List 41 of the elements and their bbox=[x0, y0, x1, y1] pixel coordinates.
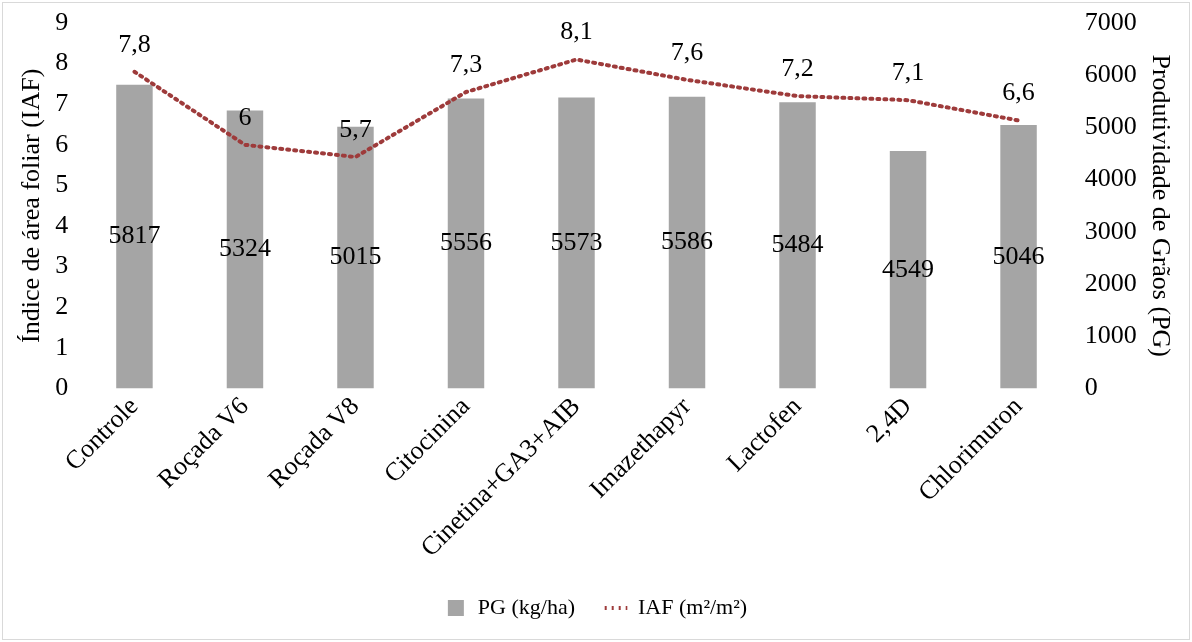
data-label: 5324 bbox=[218, 233, 271, 263]
y-tick-label: 6 bbox=[55, 128, 69, 158]
data-label: 5,7 bbox=[339, 113, 372, 143]
data-label: 5484 bbox=[771, 229, 824, 259]
y2-tick-label: 6000 bbox=[1084, 59, 1137, 89]
data-label: 5817 bbox=[108, 220, 161, 250]
y-tick-label: 5 bbox=[55, 169, 69, 199]
data-label: 5046 bbox=[992, 240, 1045, 270]
y2-tick-label: 4000 bbox=[1084, 163, 1137, 193]
data-label: 7,6 bbox=[670, 36, 704, 66]
data-label: 8,1 bbox=[560, 16, 593, 46]
y2-tick-label: 2000 bbox=[1084, 267, 1137, 297]
data-label: 5556 bbox=[439, 227, 492, 257]
data-label: 5586 bbox=[661, 226, 714, 256]
legend-label: PG (kg/ha) bbox=[477, 593, 576, 619]
data-label: 4549 bbox=[882, 253, 935, 283]
y-tick-label: 0 bbox=[55, 372, 69, 402]
data-label: 5573 bbox=[550, 226, 603, 256]
y2-tick-label: 1000 bbox=[1084, 320, 1137, 350]
y-axis-title: Índice de área foliar (IAF) bbox=[16, 68, 46, 343]
y-tick-label: 2 bbox=[55, 291, 69, 321]
y2-axis-title: Produtividade de Grãos (PG) bbox=[1146, 54, 1176, 358]
y-tick-label: 7 bbox=[55, 88, 69, 118]
y2-tick-label: 3000 bbox=[1084, 215, 1137, 245]
y2-tick-label: 7000 bbox=[1084, 6, 1137, 36]
y-tick-label: 3 bbox=[55, 250, 69, 280]
y-tick-label: 1 bbox=[55, 331, 69, 361]
x-tick-label: 2,4D bbox=[860, 391, 918, 448]
y2-tick-label: 5000 bbox=[1084, 111, 1137, 141]
data-label: 7,2 bbox=[781, 52, 814, 82]
y-tick-label: 9 bbox=[55, 6, 69, 36]
y2-tick-label: 0 bbox=[1084, 372, 1098, 402]
y-tick-label: 8 bbox=[55, 47, 69, 77]
y-tick-label: 4 bbox=[55, 209, 69, 239]
data-label: 7,1 bbox=[891, 56, 925, 86]
data-label: 5015 bbox=[329, 241, 382, 271]
data-label: 6 bbox=[238, 101, 252, 131]
data-label: 7,3 bbox=[449, 48, 483, 78]
data-label: 6,6 bbox=[1002, 77, 1035, 107]
data-label: 7,8 bbox=[118, 28, 151, 58]
legend-label: IAF (m²/m²) bbox=[638, 593, 748, 619]
